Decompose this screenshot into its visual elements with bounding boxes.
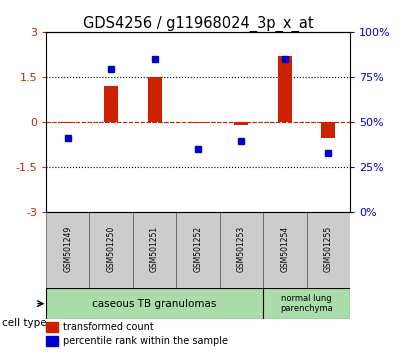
Text: transformed count: transformed count <box>63 322 154 332</box>
Text: normal lung
parenchyma: normal lung parenchyma <box>280 294 333 313</box>
Bar <box>104 86 118 122</box>
Text: GSM501254: GSM501254 <box>280 225 289 272</box>
Text: GSM501249: GSM501249 <box>63 225 72 272</box>
Bar <box>46 288 263 319</box>
Text: percentile rank within the sample: percentile rank within the sample <box>63 336 228 346</box>
Bar <box>46 336 58 346</box>
Bar <box>176 212 220 288</box>
Title: GDS4256 / g11968024_3p_x_at: GDS4256 / g11968024_3p_x_at <box>83 16 313 32</box>
Text: GSM501252: GSM501252 <box>194 225 202 272</box>
Text: GSM501255: GSM501255 <box>324 225 333 272</box>
Bar <box>90 212 133 288</box>
Text: GSM501251: GSM501251 <box>150 225 159 272</box>
Text: GSM501253: GSM501253 <box>237 225 246 272</box>
Bar <box>46 322 58 332</box>
Bar <box>133 212 176 288</box>
Bar <box>61 122 75 124</box>
Bar <box>220 212 263 288</box>
Bar <box>263 288 350 319</box>
Bar <box>321 122 335 138</box>
Bar <box>278 56 292 122</box>
Bar <box>148 77 162 122</box>
Bar <box>306 212 350 288</box>
Text: cell type: cell type <box>2 318 47 328</box>
Bar <box>263 212 306 288</box>
Bar <box>46 212 90 288</box>
Text: GSM501250: GSM501250 <box>107 225 116 272</box>
Bar <box>191 122 205 124</box>
Text: caseous TB granulomas: caseous TB granulomas <box>92 299 217 309</box>
Bar <box>234 122 248 125</box>
